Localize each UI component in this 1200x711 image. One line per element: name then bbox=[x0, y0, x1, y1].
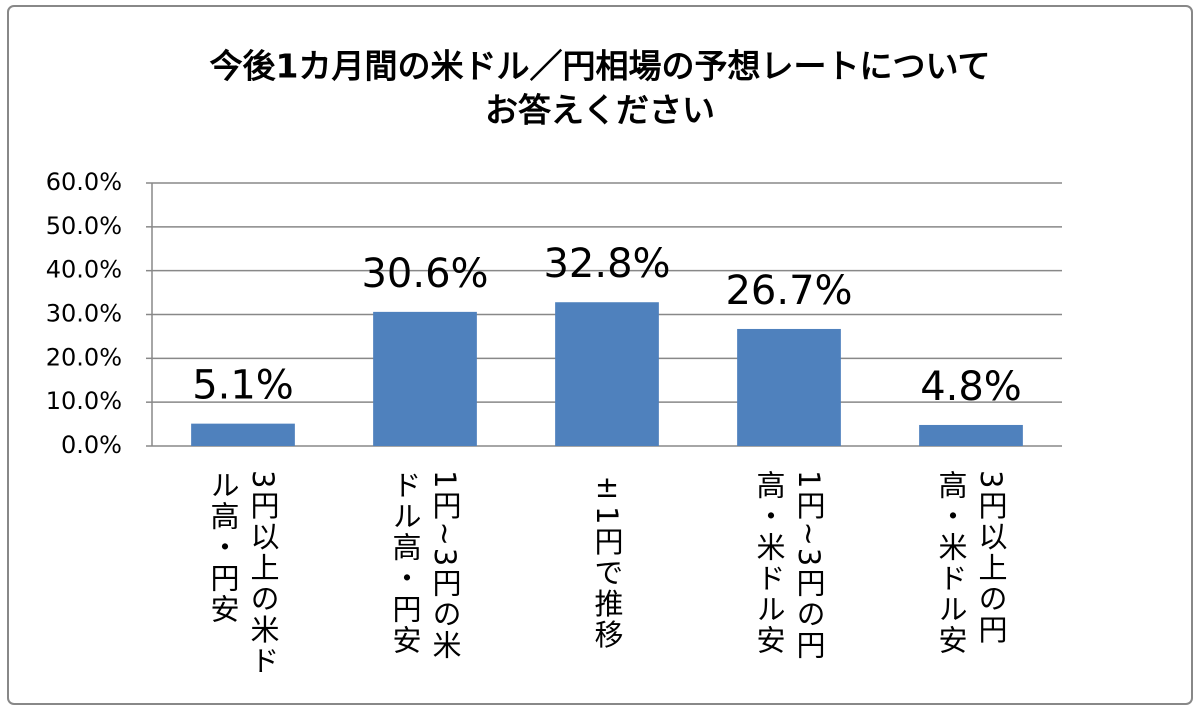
chart-title: お答えください bbox=[485, 91, 715, 130]
y-tick-label: 0.0% bbox=[61, 431, 122, 459]
y-tick-label: 30.0% bbox=[46, 300, 122, 328]
x-tick-text: 3円以上の円高・米ドル安 bbox=[934, 470, 1008, 656]
bar bbox=[191, 423, 295, 446]
value-label: 5.1% bbox=[192, 363, 294, 409]
x-tick-label: 3円以上の米ドル高・円安 bbox=[152, 470, 334, 680]
value-label: 4.8% bbox=[920, 364, 1022, 410]
bar bbox=[919, 424, 1023, 446]
value-label: 32.8% bbox=[543, 241, 670, 287]
y-tick-label: 50.0% bbox=[46, 212, 122, 240]
y-tick-label: 40.0% bbox=[46, 256, 122, 284]
x-tick-label: 1円~3円の米ドル高・円安 bbox=[334, 470, 516, 680]
y-tick-label: 10.0% bbox=[46, 387, 122, 415]
x-tick-text: ±1円で推移 bbox=[590, 470, 624, 651]
value-label: 30.6% bbox=[361, 251, 488, 297]
x-tick-label: 1円~3円の円高・米ドル安 bbox=[698, 470, 880, 680]
bar bbox=[555, 302, 659, 446]
y-tick-label: 20.0% bbox=[46, 343, 122, 371]
x-tick-text: 1円~3円の米ドル高・円安 bbox=[388, 470, 462, 662]
x-tick-label: ±1円で推移 bbox=[516, 470, 698, 680]
x-tick-label: 3円以上の円高・米ドル安 bbox=[880, 470, 1062, 680]
value-label: 26.7% bbox=[725, 268, 852, 314]
x-tick-text: 1円~3円の円高・米ドル安 bbox=[752, 470, 826, 662]
bar bbox=[373, 311, 477, 446]
y-tick-label: 60.0% bbox=[46, 168, 122, 196]
bar bbox=[737, 328, 841, 446]
chart-title: 今後1カ月間の米ドル／円相場の予想レートについて bbox=[210, 47, 991, 86]
x-tick-text: 3円以上の米ドル高・円安 bbox=[206, 470, 280, 677]
